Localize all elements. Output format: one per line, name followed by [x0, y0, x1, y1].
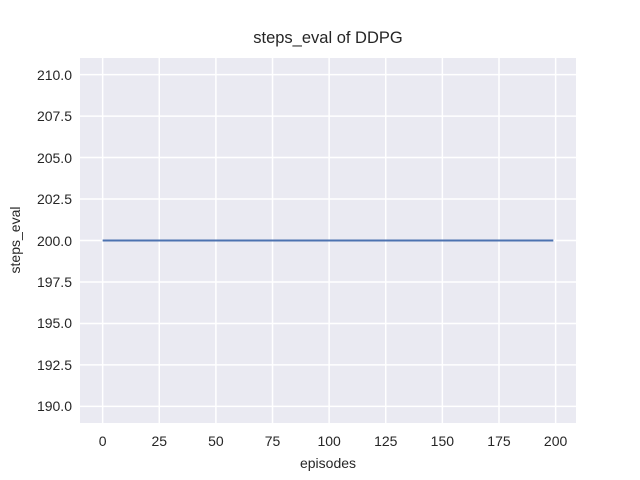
x-tick-label: 25 [151, 433, 168, 449]
y-tick-label: 200.0 [36, 232, 72, 249]
x-tick-label: 100 [317, 433, 341, 449]
x-tick-label: 175 [487, 433, 511, 449]
x-tick-label: 75 [264, 433, 281, 449]
x-tick-label: 125 [374, 433, 398, 449]
chart-title: steps_eval of DDPG [253, 29, 403, 47]
y-tick-label: 197.5 [36, 273, 72, 290]
y-tick-labels: 190.0 192.5 195.0 197.5 200.0 202.5 205.0 207.5… [0, 58, 72, 423]
plot-area [80, 58, 576, 423]
x-axis-label: episodes [299, 455, 357, 471]
y-tick-label: 202.5 [36, 191, 72, 208]
y-tick-label: 195.0 [36, 315, 72, 332]
x-tick-label: 0 [98, 433, 107, 449]
y-tick-label: 207.5 [36, 108, 72, 125]
x-tick-label: 50 [208, 433, 224, 449]
plot-canvas [80, 58, 576, 423]
y-tick-label: 210.0 [36, 66, 72, 83]
x-tick-label: 150 [430, 433, 455, 449]
y-tick-label: 190.0 [36, 398, 72, 415]
y-tick-label: 205.0 [36, 149, 72, 166]
y-tick-label: 192.5 [36, 356, 72, 373]
x-tick-labels: 0 25 50 75 100 125 150 175 200 [80, 433, 576, 451]
x-tick-label: 200 [543, 433, 568, 449]
